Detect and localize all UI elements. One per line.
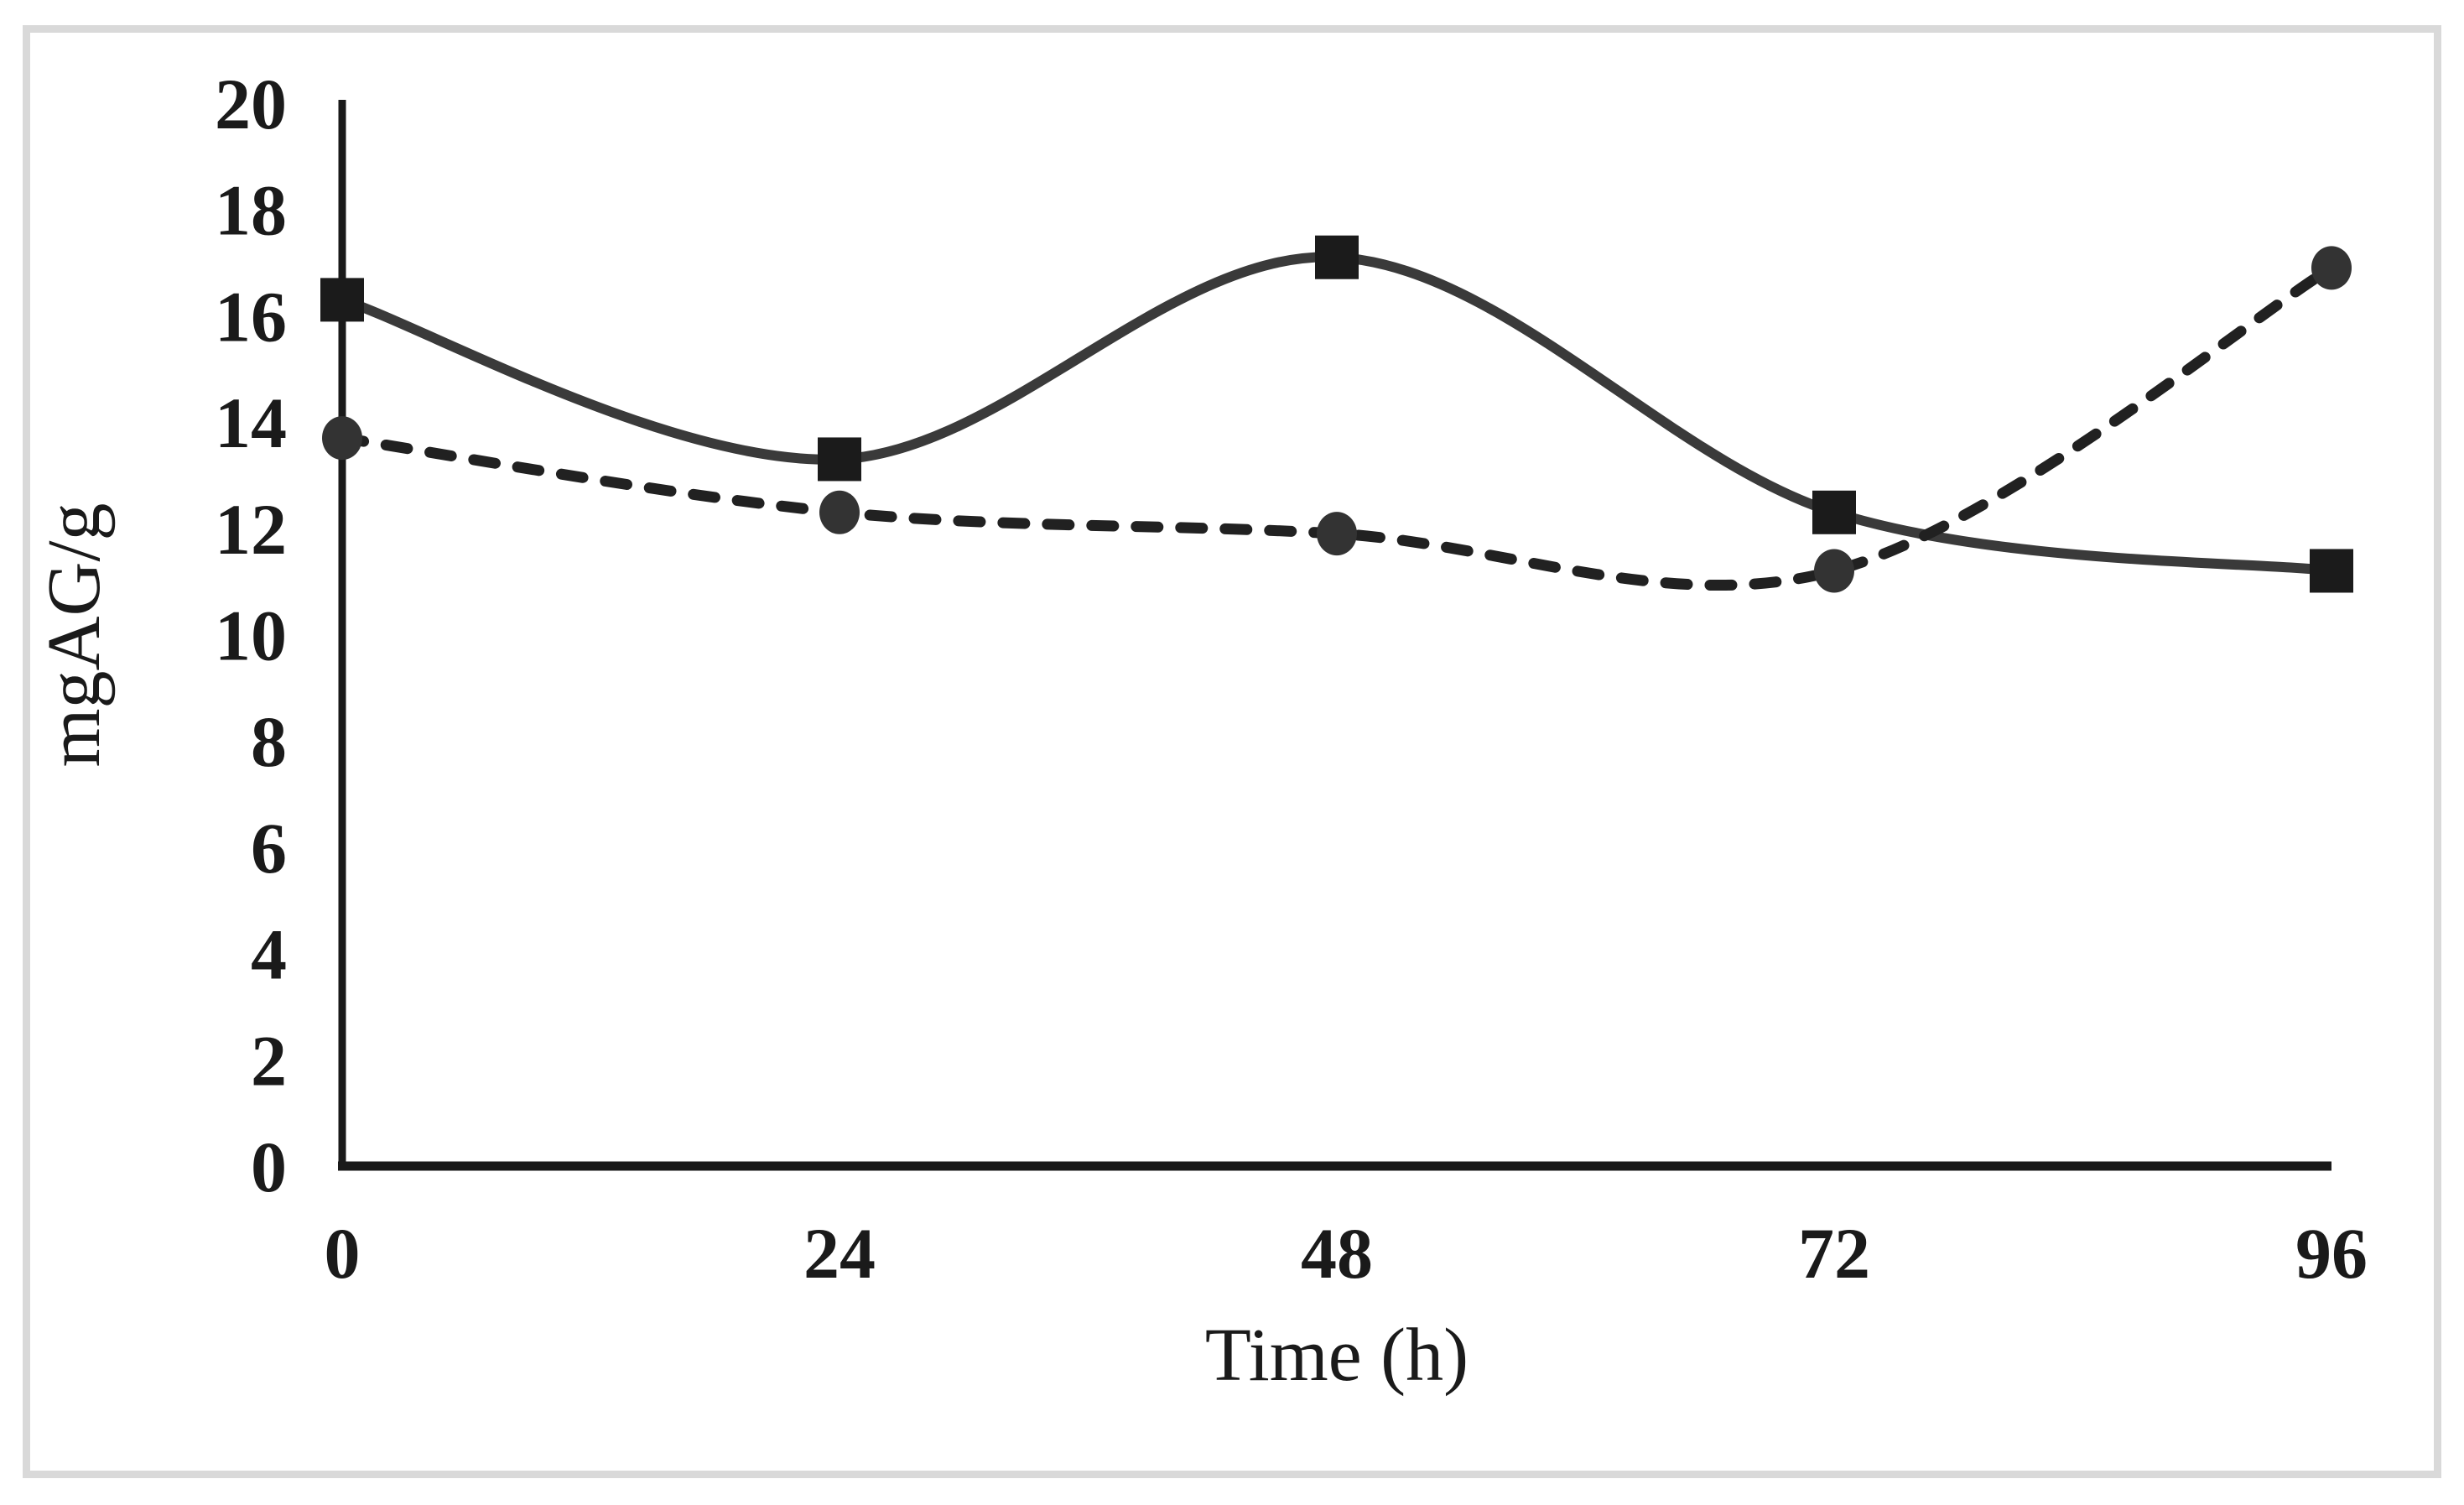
circle-marker (1814, 549, 1854, 593)
x-tick-label: 48 (1301, 1213, 1373, 1294)
y-tick-labels: 0 2 4 6 8 10 12 14 16 18 20 (215, 64, 287, 1207)
x-tick-label: 96 (2295, 1213, 2368, 1294)
x-axis: 0 24 48 72 96 Time (h) (325, 1161, 2368, 1397)
circle-marker (2311, 246, 2352, 290)
y-tick-label: 4 (251, 914, 287, 995)
y-tick-label: 2 (251, 1020, 287, 1101)
square-marker (2310, 549, 2353, 593)
x-axis-title: Time (h) (1205, 1314, 1469, 1397)
x-tick-label: 0 (325, 1213, 361, 1294)
x-tick-label: 24 (803, 1213, 876, 1294)
figure-border (23, 25, 2441, 1478)
square-marker (320, 278, 364, 322)
y-tick-label: 6 (251, 808, 287, 888)
circle-marker (1317, 512, 1357, 556)
circle-marker (819, 490, 860, 534)
x-tick-labels: 0 24 48 72 96 (325, 1213, 2368, 1294)
y-tick-label: 12 (215, 489, 287, 570)
series-markers (320, 235, 2353, 593)
y-tick-label: 8 (251, 701, 287, 782)
y-tick-label: 10 (215, 596, 287, 676)
y-tick-label: 18 (215, 170, 287, 251)
x-tick-label: 72 (1798, 1213, 1870, 1294)
y-tick-label: 16 (215, 276, 287, 357)
y-axis-title: mgAG/g (33, 503, 116, 768)
y-tick-label: 20 (215, 64, 287, 144)
square-marker (818, 437, 861, 482)
circle-marker (322, 416, 362, 461)
y-axis: 0 2 4 6 8 10 12 14 16 18 20 mgAG/g (33, 64, 346, 1207)
square-marker (1315, 235, 1359, 279)
y-tick-label: 0 (251, 1127, 287, 1207)
square-marker (1812, 490, 1856, 534)
y-tick-label: 14 (215, 383, 287, 463)
